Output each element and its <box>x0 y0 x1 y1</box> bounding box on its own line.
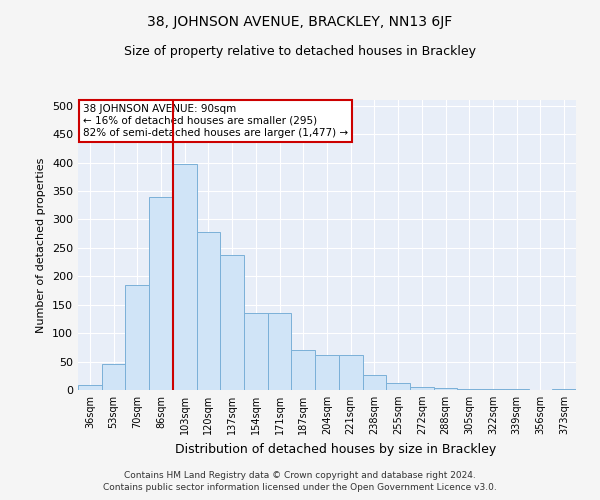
Text: 38 JOHNSON AVENUE: 90sqm
← 16% of detached houses are smaller (295)
82% of semi-: 38 JOHNSON AVENUE: 90sqm ← 16% of detach… <box>83 104 348 138</box>
Bar <box>125 286 149 390</box>
Text: Contains public sector information licensed under the Open Government Licence v3: Contains public sector information licen… <box>103 484 497 492</box>
Bar <box>434 388 457 390</box>
Bar <box>268 313 292 390</box>
Text: 38, JOHNSON AVENUE, BRACKLEY, NN13 6JF: 38, JOHNSON AVENUE, BRACKLEY, NN13 6JF <box>148 15 452 29</box>
Bar <box>102 364 125 390</box>
Bar <box>244 313 268 390</box>
Text: Contains HM Land Registry data © Crown copyright and database right 2024.: Contains HM Land Registry data © Crown c… <box>124 471 476 480</box>
Bar <box>149 196 173 390</box>
Bar <box>386 383 410 390</box>
Text: Size of property relative to detached houses in Brackley: Size of property relative to detached ho… <box>124 45 476 58</box>
Bar <box>292 350 315 390</box>
Bar <box>173 164 197 390</box>
Bar <box>78 386 102 390</box>
Bar <box>362 374 386 390</box>
Y-axis label: Number of detached properties: Number of detached properties <box>37 158 46 332</box>
Text: Distribution of detached houses by size in Brackley: Distribution of detached houses by size … <box>175 444 497 456</box>
Bar <box>197 232 220 390</box>
Bar <box>457 389 481 390</box>
Bar <box>220 254 244 390</box>
Bar <box>339 354 362 390</box>
Bar <box>315 354 339 390</box>
Bar <box>410 387 434 390</box>
